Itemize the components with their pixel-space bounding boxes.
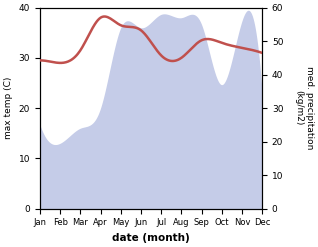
Y-axis label: max temp (C): max temp (C) [4, 77, 13, 139]
X-axis label: date (month): date (month) [112, 233, 190, 243]
Y-axis label: med. precipitation
(kg/m2): med. precipitation (kg/m2) [294, 66, 314, 150]
